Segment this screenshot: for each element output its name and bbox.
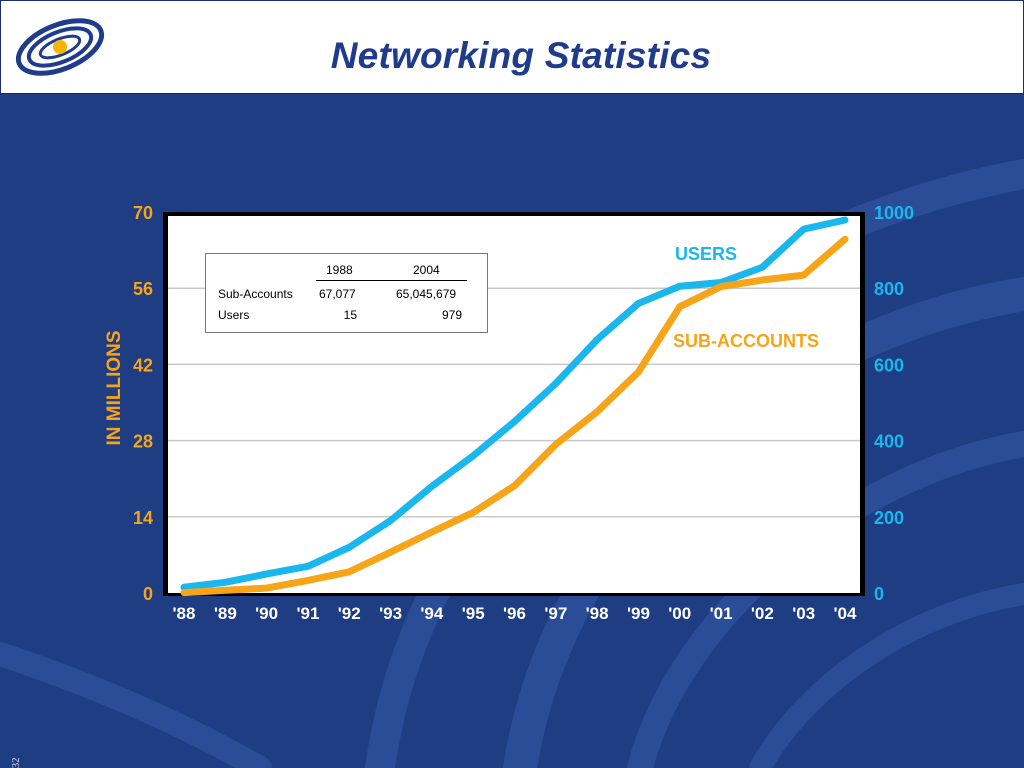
x-tick-label: '95 — [462, 604, 485, 623]
y-tick-label-right: 400 — [874, 432, 904, 452]
y-tick-label-right: 200 — [874, 508, 904, 528]
y-tick-label-right: 600 — [874, 355, 904, 375]
y-tick-label-left: 28 — [133, 432, 153, 452]
x-tick-label: '03 — [792, 604, 815, 623]
y-tick-label-right: 0 — [874, 584, 884, 604]
summary-table: 1988 2004 Sub-Accounts 67,077 65,045,679… — [205, 253, 488, 333]
y-tick-label-right: 1000 — [874, 203, 914, 223]
table-header-1988: 1988 — [326, 263, 353, 277]
table-row-label: Sub-Accounts — [218, 287, 293, 301]
y-tick-label-left: 14 — [133, 508, 153, 528]
x-tick-label: '01 — [710, 604, 733, 623]
x-tick-label: '99 — [627, 604, 650, 623]
slide-body: 0 14 28 42 56 70 0 200 400 600 800 1000 '88 '89 '90 '… — [0, 94, 1024, 768]
table-cell: 15 — [343, 308, 357, 322]
x-tick-label: '94 — [420, 604, 443, 623]
table-cell: 67,077 — [319, 287, 356, 301]
x-tick-label: '02 — [751, 604, 774, 623]
y-axis-title: IN MILLIONS — [104, 330, 125, 445]
legend-label-sub-accounts: SUB-ACCOUNTS — [673, 331, 819, 351]
table-header-2004: 2004 — [413, 263, 440, 277]
table-cell: 65,045,679 — [396, 287, 457, 301]
x-tick-label: '98 — [586, 604, 609, 623]
y-tick-label-left: 42 — [133, 355, 153, 375]
x-tick-label: '93 — [379, 604, 402, 623]
x-tick-label: '88 — [173, 604, 196, 623]
y-tick-label-right: 800 — [874, 279, 904, 299]
logo-icon — [15, 18, 105, 76]
x-tick-label: '89 — [214, 604, 237, 623]
x-tick-label: '96 — [503, 604, 526, 623]
table-cell: 979 — [441, 308, 462, 322]
x-tick-label: '91 — [296, 604, 319, 623]
x-tick-label: '90 — [255, 604, 278, 623]
page-title: Networking Statistics — [330, 35, 712, 76]
y-tick-label-left: 0 — [143, 584, 153, 604]
table-header-rule — [316, 280, 467, 281]
series-line-sub-accounts — [180, 235, 849, 597]
x-tick-label: '92 — [338, 604, 361, 623]
x-tick-label: '04 — [834, 604, 857, 623]
series-line-users — [180, 216, 849, 591]
legend-label-users: USERS — [675, 244, 737, 264]
table-row-label: Users — [218, 308, 250, 322]
header-bar: Networking Statistics — [0, 0, 1024, 95]
slide-number: 6049-32 — [10, 757, 22, 768]
x-tick-label: '97 — [544, 604, 567, 623]
x-tick-label: '00 — [668, 604, 691, 623]
y-tick-label-left: 56 — [133, 279, 153, 299]
chart: 0 14 28 42 56 70 0 200 400 600 800 1000 '88 '89 '90 '… — [104, 203, 914, 623]
y-tick-label-left: 70 — [133, 203, 153, 223]
